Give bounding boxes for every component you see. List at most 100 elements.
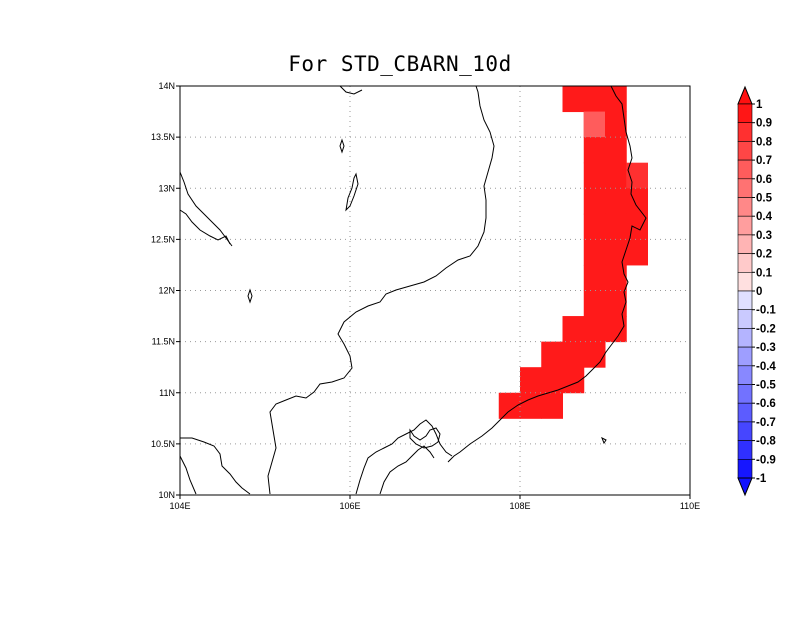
colorbar-swatch xyxy=(737,159,753,180)
colorbar-swatch xyxy=(737,234,753,254)
colorbar: 1 0.9 0.8 0.7 0.6 0.5 0.4 0.3 0.2 0.1 0 -0.1 -0.2 -0.… xyxy=(737,85,776,497)
colorbar-label: 0.2 xyxy=(756,249,772,261)
island-small xyxy=(601,436,607,445)
data-cell xyxy=(583,290,606,317)
data-cell xyxy=(583,137,606,164)
coastline-west-gulf xyxy=(179,209,231,245)
colorbar-swatch xyxy=(737,440,753,460)
data-cell xyxy=(541,341,563,368)
colorbar-swatch xyxy=(737,309,753,329)
colorbar-swatch xyxy=(737,215,753,236)
colorbar-label: -0.8 xyxy=(756,436,776,448)
data-cell xyxy=(520,392,542,419)
data-cell xyxy=(583,264,606,291)
lake-tonle-sap xyxy=(345,172,359,212)
colorbar-label: -1 xyxy=(756,473,767,485)
data-cell xyxy=(562,367,585,394)
data-cell xyxy=(541,367,563,394)
x-axis-ticks: 104E 106E 108E 110E xyxy=(169,495,700,511)
data-cell xyxy=(605,137,627,164)
data-cell xyxy=(626,239,648,266)
data-cell xyxy=(520,367,542,394)
y-tick-label: 12.5N xyxy=(151,234,175,244)
colorbar-label: 0.3 xyxy=(756,230,772,242)
coastline-gulf-south xyxy=(180,437,251,495)
data-cell xyxy=(583,213,606,240)
data-cell xyxy=(605,86,627,113)
colorbar-swatch xyxy=(737,141,753,161)
data-cells-layer xyxy=(498,86,648,419)
colorbar-swatch xyxy=(737,103,753,124)
colorbar-label: -0.4 xyxy=(756,361,776,373)
colorbar-label: 1 xyxy=(756,99,763,111)
colorbar-swatch xyxy=(737,328,753,348)
coastline-north xyxy=(339,85,363,95)
colorbar-swatch xyxy=(737,384,753,404)
coastline-gulf-south-2 xyxy=(179,455,197,495)
colorbar-label: -0.2 xyxy=(756,323,776,335)
colorbar-label: 0 xyxy=(756,286,762,298)
y-tick-label: 10N xyxy=(158,490,175,500)
x-tick-label: 110E xyxy=(680,501,700,511)
colorbar-swatch xyxy=(737,271,753,292)
colorbar-label: -0.6 xyxy=(756,398,776,410)
data-cell xyxy=(605,239,627,266)
data-cell xyxy=(498,392,521,419)
data-cell xyxy=(605,290,627,317)
y-tick-label: 11.5N xyxy=(152,337,175,347)
coastline-mainland xyxy=(447,85,647,463)
coastline-layer xyxy=(179,85,647,495)
colorbar-swatch xyxy=(737,421,753,441)
colorbar-label: -0.9 xyxy=(756,454,776,466)
colorbar-label: -0.7 xyxy=(756,417,776,429)
data-cell xyxy=(583,188,606,215)
colorbar-label: 0.6 xyxy=(756,174,772,186)
colorbar-label: 0.7 xyxy=(756,155,772,167)
y-tick-label: 11N xyxy=(159,388,175,398)
colorbar-label: -0.5 xyxy=(756,380,776,392)
colorbar-label: 0.8 xyxy=(756,136,773,148)
mekong-channel-2 xyxy=(355,419,453,495)
data-cell xyxy=(583,86,606,113)
lake-small-1 xyxy=(339,138,345,154)
y-tick-label: 10.5N xyxy=(151,439,175,449)
mekong-channel-1 xyxy=(267,85,495,495)
colorbar-top-arrow xyxy=(737,85,753,105)
data-cell xyxy=(583,111,606,138)
data-cell xyxy=(605,188,627,215)
y-tick-label: 12N xyxy=(158,286,175,296)
colorbar-swatch xyxy=(737,122,753,142)
data-cell xyxy=(626,213,648,240)
colorbar-label: 0.4 xyxy=(756,211,773,223)
x-tick-label: 106E xyxy=(339,501,360,511)
coastline-southwest xyxy=(179,171,233,247)
data-cell xyxy=(583,239,606,266)
data-cell xyxy=(583,341,606,368)
data-cell xyxy=(562,86,585,113)
data-cell xyxy=(605,264,627,291)
colorbar-swatch xyxy=(737,365,753,385)
mekong-channel-3 xyxy=(379,445,435,495)
colorbar-swatch xyxy=(737,253,753,273)
colorbar-swatch xyxy=(737,346,753,367)
lake-small-2 xyxy=(247,288,253,304)
x-tick-label: 108E xyxy=(509,501,530,511)
colorbar-label: 0.1 xyxy=(756,267,773,279)
y-tick-label: 14N xyxy=(158,81,175,91)
colorbar-bottom-arrow xyxy=(737,477,753,497)
colorbar-swatch xyxy=(737,290,753,311)
data-cell xyxy=(583,316,606,343)
x-tick-label: 104E xyxy=(169,501,190,511)
data-cell xyxy=(605,213,627,240)
colorbar-swatch xyxy=(737,197,753,217)
data-cell xyxy=(562,316,585,343)
data-cell xyxy=(626,188,648,215)
colorbar-swatch xyxy=(737,178,753,198)
colorbar-label: -0.3 xyxy=(756,342,776,354)
data-cell xyxy=(605,316,627,343)
data-cell xyxy=(605,162,627,189)
data-cell xyxy=(583,162,606,189)
y-tick-label: 13.5N xyxy=(151,132,175,142)
colorbar-label: 0.5 xyxy=(756,193,773,205)
